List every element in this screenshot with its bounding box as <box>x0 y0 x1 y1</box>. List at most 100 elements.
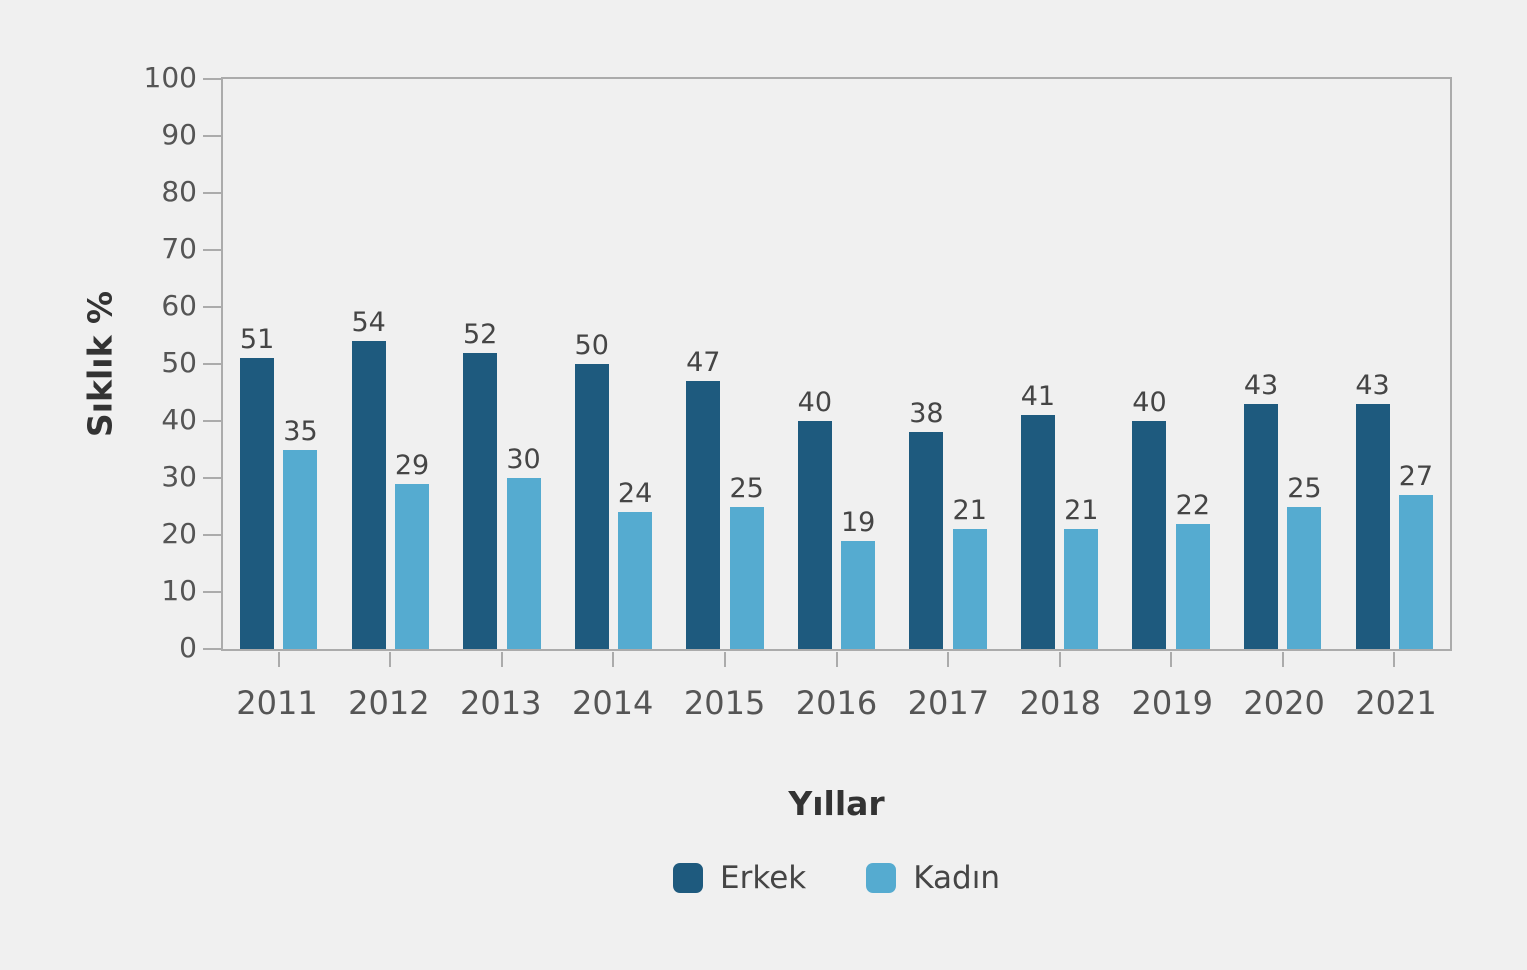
x-tick-label-2013: 2013 <box>460 684 542 722</box>
bar-value-label: 43 <box>1355 369 1390 401</box>
bar-group-2021: 43 27 <box>1338 79 1450 667</box>
y-tick-label-30: 30 <box>161 460 197 494</box>
bar-group-2014: 50 24 <box>558 79 670 667</box>
bar-group-2020: 43 25 <box>1227 79 1339 667</box>
legend-item-kadın: Kadın <box>866 860 1000 896</box>
y-tick-mark-30 <box>203 477 221 479</box>
bar-column-erkek-2019: 40 <box>1132 79 1167 649</box>
y-tick-mark-80 <box>203 192 221 194</box>
bar-erkek-2021 <box>1355 403 1390 649</box>
y-tick-label-70: 70 <box>161 232 197 266</box>
x-tick-label-2015: 2015 <box>683 684 766 722</box>
bar-column-kadın-2018: 21 <box>1064 79 1098 649</box>
bar-column-erkek-2015: 47 <box>686 79 720 649</box>
bar-value-label: 19 <box>841 506 876 538</box>
bar-kadın-2016 <box>841 540 876 649</box>
bar-column-kadın-2019: 22 <box>1176 79 1210 649</box>
legend-swatch-icon <box>673 863 704 893</box>
bar-kadın-2015 <box>729 506 764 649</box>
y-tick-mark-10 <box>203 591 221 593</box>
bar-kadın-2013 <box>506 478 541 649</box>
bar-value-label: 30 <box>506 444 541 475</box>
bar-value-label: 35 <box>283 415 318 447</box>
bar-value-label: 47 <box>686 347 721 379</box>
bar-value-label: 25 <box>729 472 764 504</box>
y-tick-label-20: 20 <box>161 517 197 551</box>
bar-erkek-2011 <box>240 358 275 649</box>
bar-erkek-2019 <box>1132 421 1167 649</box>
bar-value-label: 40 <box>1132 387 1167 418</box>
y-tick-mark-60 <box>203 306 221 308</box>
plot-area: 0 10 20 30 40 50 60 70 80 90 100 51 35 54 29 52 30 50 24 4… <box>144 61 1452 667</box>
x-tick-label-2017: 2017 <box>907 684 990 722</box>
legend-item-erkek: Erkek <box>673 860 806 896</box>
bar-column-kadın-2021: 27 <box>1399 79 1433 649</box>
bar-column-kadın-2014: 24 <box>618 79 652 649</box>
x-axis-tick-labels: 2011 2012 2013 2014 2015 2016 2017 2018 2019 2020… <box>221 684 1452 722</box>
bar-group-2012: 54 29 <box>335 79 447 667</box>
bar-value-label: 21 <box>1064 495 1099 527</box>
y-tick-mark-40 <box>203 420 221 422</box>
bar-erkek-2020 <box>1244 403 1278 649</box>
x-tick-label-2019: 2019 <box>1131 684 1213 722</box>
legend-label: Kadın <box>913 860 1000 896</box>
bar-group-2015: 47 25 <box>669 79 781 667</box>
x-tick-mark-2016 <box>835 652 838 667</box>
y-tick-label-40: 40 <box>161 403 197 437</box>
bar-group-2013: 52 30 <box>446 79 558 667</box>
x-tick-mark-2014 <box>612 652 615 667</box>
x-tick-mark-2012 <box>389 652 392 667</box>
x-tick-mark-2017 <box>947 652 950 667</box>
bar-group-2011: 51 35 <box>223 79 335 667</box>
bar-kadın-2021 <box>1398 495 1433 649</box>
bar-erkek-2012 <box>351 341 386 649</box>
bar-column-erkek-2014: 50 <box>575 79 609 649</box>
x-axis-title: Yıllar <box>788 784 885 823</box>
y-tick-mark-70 <box>203 249 221 251</box>
y-tick-mark-50 <box>203 363 221 365</box>
bar-column-erkek-2020: 43 <box>1244 79 1278 649</box>
legend-label: Erkek <box>720 860 807 896</box>
y-tick-mark-100 <box>203 78 221 80</box>
x-tick-mark-2020 <box>1281 652 1284 667</box>
bar-column-erkek-2017: 38 <box>909 79 944 649</box>
bar-column-kadın-2020: 25 <box>1287 79 1322 649</box>
x-tick-label-2014: 2014 <box>571 684 654 722</box>
y-tick-label-60: 60 <box>161 289 197 323</box>
legend: Erkek Kadın <box>221 860 1452 896</box>
y-tick-mark-20 <box>203 534 221 536</box>
bar-erkek-2016 <box>797 421 832 649</box>
bar-value-label: 40 <box>797 387 832 418</box>
x-tick-mark-2015 <box>723 652 726 667</box>
bar-value-label: 51 <box>239 324 275 356</box>
bar-column-kadın-2012: 29 <box>395 79 429 649</box>
y-tick-mark-0 <box>203 648 221 650</box>
x-tick-label-2012: 2012 <box>348 684 430 722</box>
bar-value-label: 21 <box>952 495 987 527</box>
bar-value-label: 43 <box>1243 369 1279 401</box>
y-tick-mark-90 <box>203 135 221 137</box>
bar-groups-container: 51 35 54 29 52 30 50 24 47 25 40 19 38 21 41 21 40 22 43 25… <box>223 79 1450 667</box>
x-tick-label-2021: 2021 <box>1355 684 1437 722</box>
bar-kadın-2014 <box>618 512 653 649</box>
x-tick-label-2020: 2020 <box>1243 684 1325 722</box>
bar-value-label: 52 <box>463 318 498 350</box>
bar-kadın-2017 <box>952 529 987 649</box>
bar-column-erkek-2016: 40 <box>798 79 832 649</box>
bar-kadın-2018 <box>1064 529 1099 649</box>
bar-value-label: 24 <box>617 478 653 510</box>
bar-column-kadın-2013: 30 <box>506 79 541 649</box>
bar-value-label: 38 <box>909 398 944 430</box>
bar-column-erkek-2018: 41 <box>1021 79 1055 649</box>
bar-value-label: 22 <box>1175 489 1210 521</box>
bar-column-kadın-2017: 21 <box>953 79 987 649</box>
bar-column-kadın-2016: 19 <box>841 79 875 649</box>
legend-swatch-icon <box>866 863 897 893</box>
bar-group-2019: 40 22 <box>1115 79 1227 667</box>
y-tick-label-100: 100 <box>143 61 197 95</box>
bar-group-2017: 38 21 <box>892 79 1004 667</box>
bar-value-label: 25 <box>1287 472 1322 504</box>
bar-kadın-2012 <box>394 483 429 649</box>
y-tick-label-50: 50 <box>161 346 197 380</box>
